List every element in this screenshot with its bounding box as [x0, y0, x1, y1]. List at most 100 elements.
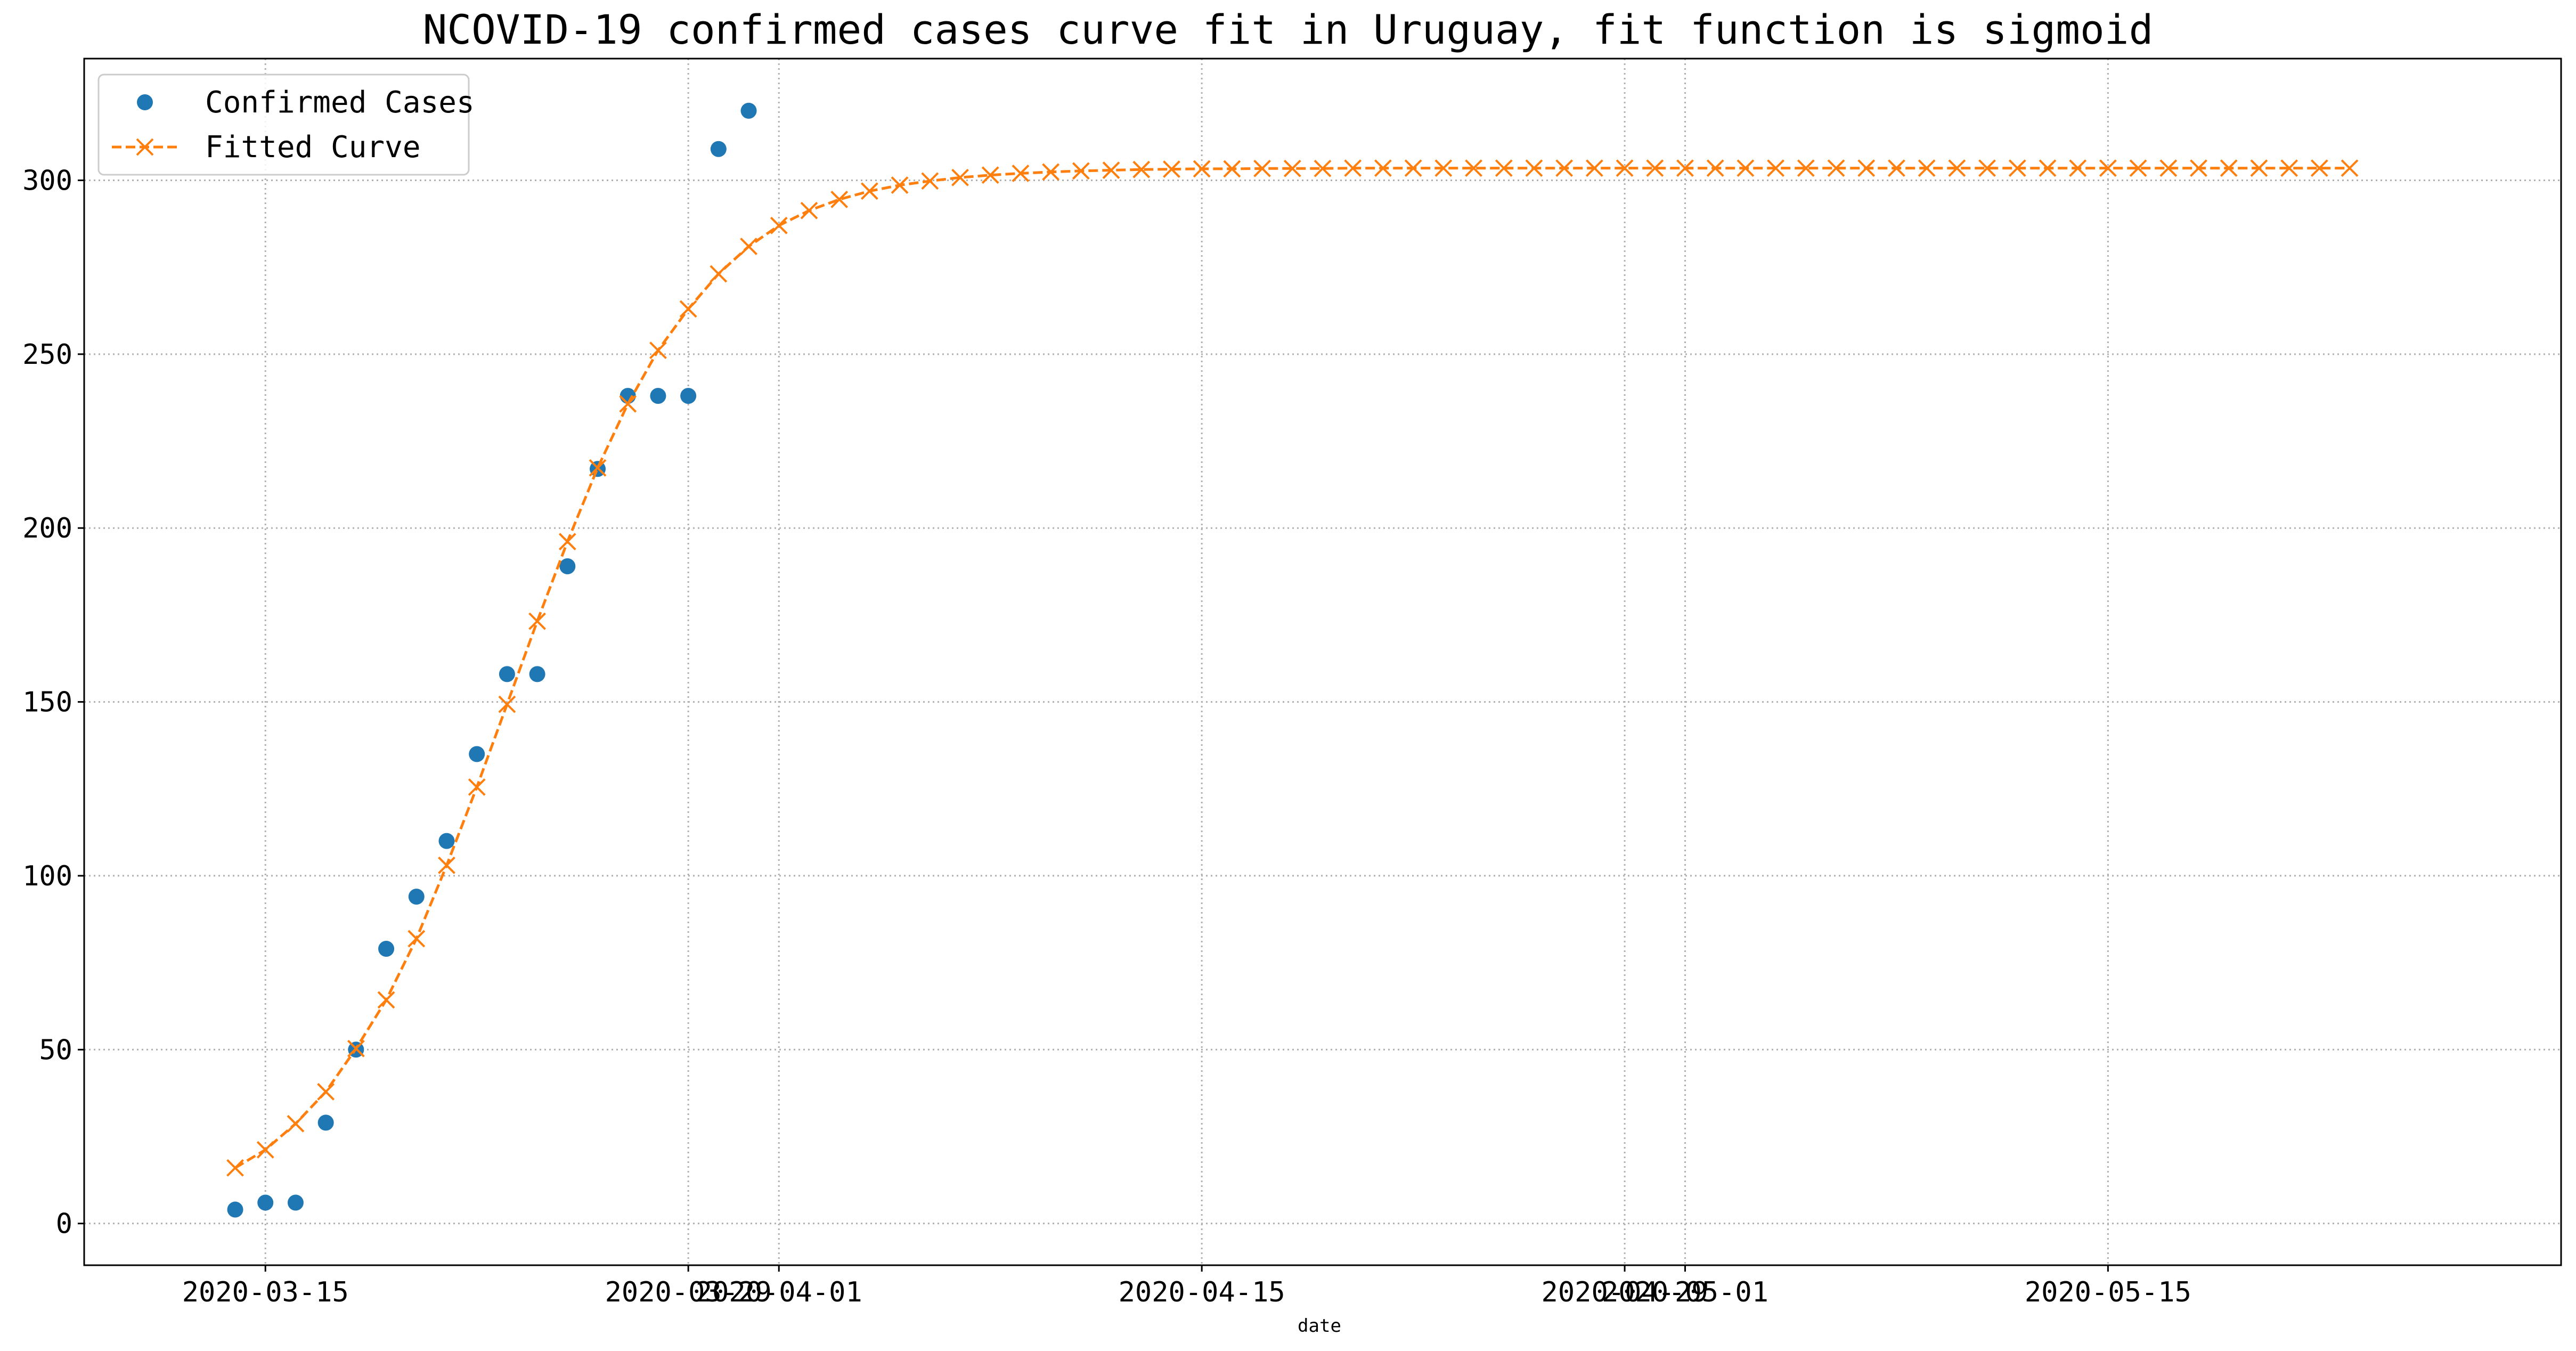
- fitted-curve-marker: [1737, 159, 1755, 177]
- fitted-curve-marker: [256, 1141, 274, 1159]
- fitted-curve-marker: [1163, 160, 1180, 178]
- fitted-curve-marker: [1797, 159, 1815, 177]
- fitted-curve-marker: [951, 168, 969, 186]
- fitted-curve-marker: [800, 201, 818, 219]
- confirmed-case-point: [378, 941, 395, 957]
- fitted-curve-marker: [2039, 159, 2057, 177]
- confirmed-case-point: [740, 102, 757, 119]
- fitted-curve-marker: [1555, 159, 1574, 177]
- fitted-curve-marker: [347, 1039, 365, 1057]
- fitted-curve-marker: [1012, 164, 1030, 182]
- fitted-curve-line: [234, 167, 2350, 1169]
- legend-label: Confirmed Cases: [205, 85, 475, 120]
- x-tick-label: 2020-05-01: [1602, 1276, 1768, 1308]
- fitted-curve-marker: [1072, 162, 1090, 180]
- confirmed-case-point: [317, 1114, 334, 1131]
- fitted-curve-marker: [468, 778, 486, 796]
- fitted-curve-marker: [1193, 160, 1211, 178]
- confirmed-case-point: [408, 889, 425, 905]
- legend-marker-fitted: [136, 138, 154, 156]
- fitted-curve-marker: [1314, 159, 1332, 177]
- fitted-curve-marker: [2341, 159, 2359, 177]
- confirmed-case-point: [438, 833, 455, 849]
- y-tick-label: 250: [22, 339, 72, 371]
- fitted-curve-marker: [589, 459, 607, 477]
- fitted-curve-marker: [2190, 159, 2207, 177]
- fitted-curve-marker: [1253, 159, 1271, 177]
- x-tick-label: 2020-03-29: [605, 1276, 772, 1308]
- fitted-curve-marker: [1585, 159, 1603, 177]
- y-tick-label: 0: [56, 1208, 72, 1240]
- fitted-curve-marker: [619, 395, 637, 413]
- fitted-curve-marker: [860, 182, 878, 200]
- fitted-curve-marker: [1616, 159, 1634, 177]
- x-axis-label: date: [1298, 1315, 1341, 1337]
- fitted-curve-marker: [1283, 159, 1301, 177]
- fitted-curve-marker: [377, 991, 395, 1009]
- y-tick-label: 100: [22, 860, 72, 892]
- fitted-curve-marker: [830, 190, 849, 208]
- fitted-curve-marker: [2099, 159, 2117, 177]
- fitted-curve-marker: [1918, 159, 1936, 177]
- fitted-curve-marker: [770, 216, 788, 234]
- fitted-curve-marker: [1434, 159, 1453, 177]
- confirmed-case-point: [499, 666, 515, 682]
- fitted-curve-marker: [2280, 159, 2298, 177]
- fitted-curve-marker: [1404, 159, 1422, 177]
- fitted-curve-marker: [1948, 159, 1966, 177]
- fitted-curve-marker: [2220, 159, 2238, 177]
- confirmed-case-point: [529, 666, 545, 682]
- fitted-curve-marker: [981, 166, 999, 184]
- confirmed-case-point: [469, 746, 485, 762]
- y-tick-label: 50: [39, 1034, 72, 1066]
- fitted-curve-marker: [1495, 159, 1513, 177]
- fitted-curve-marker: [1888, 159, 1905, 177]
- fitted-curve-marker: [2129, 159, 2147, 177]
- fitted-curve-marker: [1374, 159, 1392, 177]
- confirmed-case-point: [710, 141, 727, 157]
- fitted-curve-marker: [740, 238, 757, 255]
- fitted-curve-marker: [679, 300, 697, 318]
- legend-label: Fitted Curve: [205, 130, 421, 165]
- legend-box: [97, 74, 470, 176]
- fitted-curve-marker: [2008, 159, 2026, 177]
- fitted-curve-marker: [2250, 159, 2268, 177]
- y-tick-label: 300: [22, 165, 72, 197]
- confirmed-case-point: [650, 388, 666, 404]
- fitted-curve-marker: [226, 1159, 244, 1177]
- fitted-curve-marker: [1676, 159, 1694, 177]
- fitted-curve-marker: [528, 612, 547, 630]
- fitted-curve-marker: [921, 172, 939, 190]
- fitted-curve-marker: [649, 341, 667, 360]
- fitted-curve-marker: [1344, 159, 1362, 177]
- confirmed-case-point: [227, 1201, 243, 1218]
- fitted-curve-marker: [891, 176, 909, 194]
- fitted-curve-marker: [1465, 159, 1482, 177]
- y-tick-label: 150: [22, 687, 72, 719]
- plot-frame: [83, 58, 2562, 1266]
- y-tick-label: 200: [22, 512, 72, 544]
- confirmed-case-point: [559, 558, 576, 574]
- legend: Confirmed Cases Fitted Curve: [97, 74, 475, 176]
- fitted-curve-marker: [407, 930, 426, 948]
- fitted-curve-marker: [1646, 159, 1664, 177]
- fitted-curve-marker: [1102, 161, 1120, 179]
- fitted-curve-marker: [438, 856, 455, 874]
- fitted-curve-marker: [1978, 159, 1996, 177]
- fitted-curve-marker: [2159, 159, 2178, 177]
- chart-title: NCOVID-19 confirmed cases curve fit in U…: [423, 6, 2154, 53]
- x-tick-label: 2020-04-01: [696, 1276, 862, 1308]
- fitted-curve-marker: [1857, 159, 1876, 177]
- fitted-curve-marker: [1223, 160, 1241, 178]
- fitted-curve-marker: [498, 695, 516, 713]
- fitted-curve-marker: [1767, 159, 1785, 177]
- x-tick-label: 2020-04-29: [1542, 1276, 1708, 1308]
- confirmed-case-point: [680, 388, 697, 404]
- x-tick-label: 2020-03-15: [182, 1276, 349, 1308]
- fitted-curve-marker: [1525, 159, 1543, 177]
- fitted-curve-marker: [558, 533, 576, 551]
- x-tick-label: 2020-04-15: [1119, 1276, 1285, 1308]
